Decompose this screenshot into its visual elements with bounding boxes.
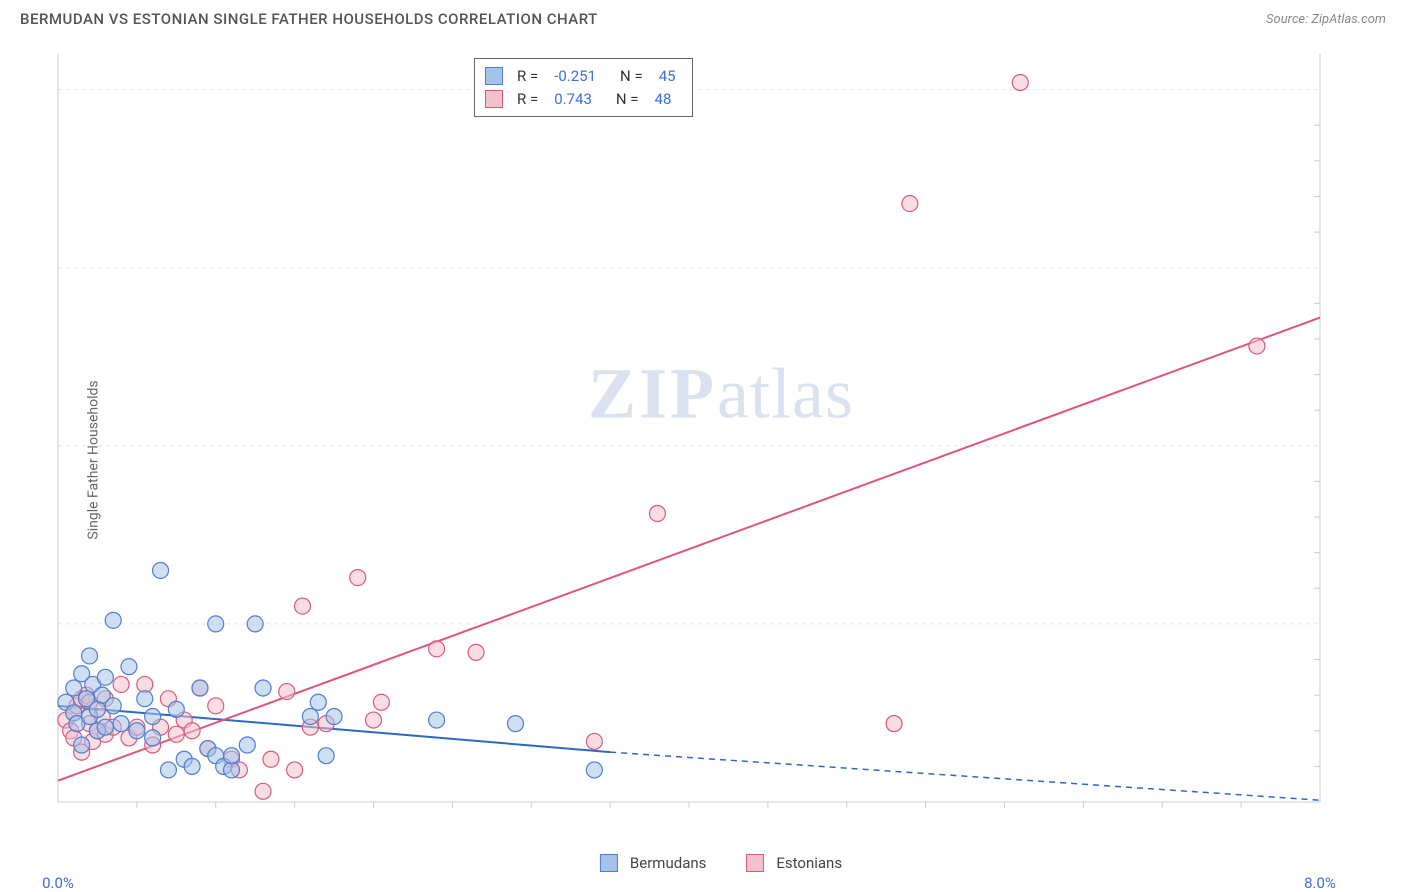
legend-item-estonians: Estonians bbox=[746, 854, 842, 872]
swatch-bermudan bbox=[485, 67, 503, 85]
x-tick-label: 8.0% bbox=[1304, 874, 1336, 892]
source-label: Source: ZipAtlas.com bbox=[1266, 12, 1386, 27]
chart-container: Single Father Households ZIPatlas R = -0… bbox=[54, 50, 1388, 870]
swatch-estonian bbox=[485, 90, 503, 108]
chart-title: BERMUDAN VS ESTONIAN SINGLE FATHER HOUSE… bbox=[20, 10, 598, 28]
scatter-plot bbox=[54, 50, 1324, 830]
stats-row-bermudan: R = -0.251 N = 45 bbox=[485, 65, 682, 88]
stats-legend: R = -0.251 N = 45 R = 0.743 N = 48 bbox=[474, 58, 693, 117]
legend-item-bermudans: Bermudans bbox=[600, 854, 706, 872]
swatch-estonian bbox=[746, 854, 764, 872]
stats-row-estonian: R = 0.743 N = 48 bbox=[485, 88, 682, 111]
x-tick-label: 0.0% bbox=[42, 874, 74, 892]
legend-bottom: Bermudans Estonians bbox=[600, 854, 842, 872]
swatch-bermudan bbox=[600, 854, 618, 872]
